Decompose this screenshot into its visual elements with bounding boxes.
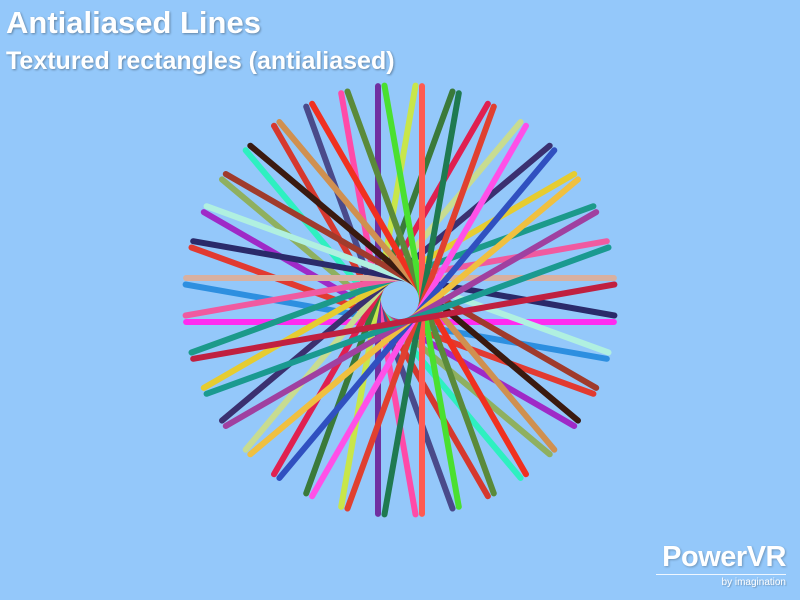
demo-title: Antialiased Lines <box>6 5 261 40</box>
demo-subtitle: Textured rectangles (antialiased) <box>6 47 395 75</box>
antialiased-line <box>190 281 618 362</box>
powervr-logo: PowerVR by imagination <box>656 541 787 588</box>
logo-divider <box>656 574 786 575</box>
logo-tagline: by imagination <box>721 577 786 588</box>
logo-wordmark: PowerVR <box>662 541 786 573</box>
